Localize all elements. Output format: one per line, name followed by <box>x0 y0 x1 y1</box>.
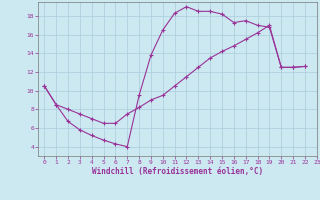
X-axis label: Windchill (Refroidissement éolien,°C): Windchill (Refroidissement éolien,°C) <box>92 167 263 176</box>
